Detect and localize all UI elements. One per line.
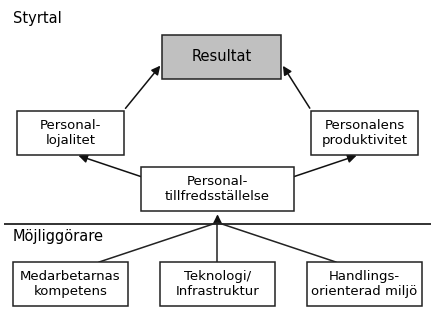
FancyBboxPatch shape — [306, 262, 421, 306]
Text: Handlings-
orienterad miljö: Handlings- orienterad miljö — [311, 270, 417, 298]
Text: Styrtal: Styrtal — [13, 11, 62, 26]
Text: Personal-
tillfredsställelse: Personal- tillfredsställelse — [164, 175, 270, 204]
Text: Personalens
produktivitet: Personalens produktivitet — [321, 118, 407, 147]
Text: Medarbetarnas
kompetens: Medarbetarnas kompetens — [20, 270, 121, 298]
Text: Möjliggörare: Möjliggörare — [13, 229, 104, 244]
Text: Teknologi/
Infrastruktur: Teknologi/ Infrastruktur — [175, 270, 259, 298]
FancyBboxPatch shape — [160, 262, 274, 306]
FancyBboxPatch shape — [311, 110, 417, 155]
FancyBboxPatch shape — [141, 167, 293, 212]
FancyBboxPatch shape — [162, 35, 281, 79]
FancyBboxPatch shape — [17, 110, 123, 155]
FancyBboxPatch shape — [13, 262, 128, 306]
Text: Personal-
lojalitet: Personal- lojalitet — [39, 118, 101, 147]
Text: Resultat: Resultat — [191, 49, 251, 64]
